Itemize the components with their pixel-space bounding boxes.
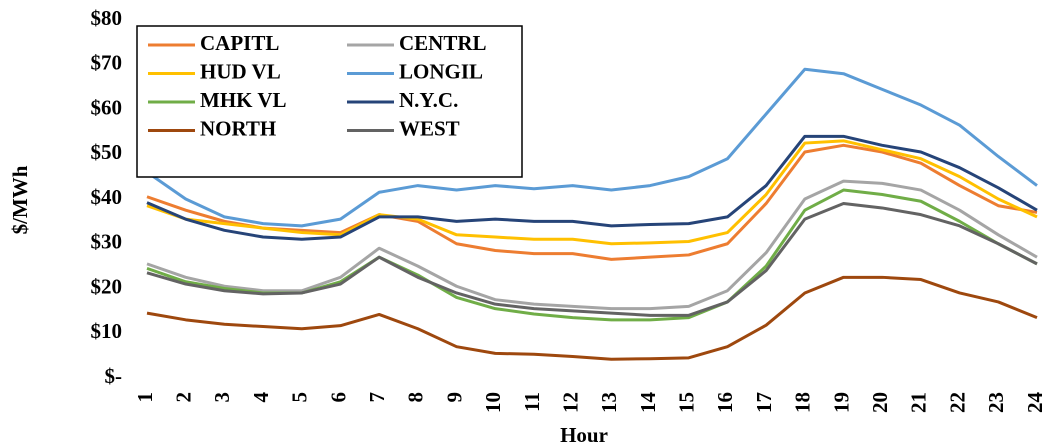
y-tick-label: $10: [91, 319, 123, 343]
y-tick-label: $30: [91, 230, 123, 254]
legend-label: WEST: [399, 116, 460, 140]
x-tick-label: 15: [675, 392, 699, 413]
x-tick-label: 20: [868, 392, 892, 413]
x-tick-label: 17: [752, 392, 776, 413]
legend-label: MHK VL: [200, 88, 287, 112]
y-axis-title: $/MWh: [8, 165, 32, 234]
y-tick-label: $-: [105, 364, 123, 388]
y-tick-label: $60: [91, 95, 123, 119]
x-tick-label: 10: [481, 392, 505, 413]
x-tick-label: 14: [636, 392, 660, 414]
legend-label: LONGIL: [399, 59, 483, 83]
x-tick-label: 24: [1023, 392, 1045, 414]
x-tick-label: 11: [520, 392, 544, 412]
x-tick-label: 3: [210, 392, 234, 403]
x-tick-label: 8: [404, 392, 428, 403]
series-line: [146, 139, 1038, 246]
y-tick-label: $40: [91, 185, 123, 209]
legend-label: HUD VL: [200, 59, 281, 83]
legend-label: CAPITL: [200, 31, 279, 55]
y-tick-label: $50: [91, 140, 123, 164]
y-tick-label: $80: [91, 6, 123, 30]
x-tick-label: 12: [558, 392, 582, 413]
x-tick-label: 5: [288, 392, 312, 403]
series-line: [146, 188, 1038, 322]
x-tick-label: 9: [442, 392, 466, 403]
x-tick-label: 13: [597, 392, 621, 413]
x-tick-label: 7: [365, 392, 389, 403]
series-line: [146, 67, 1038, 228]
y-tick-label: $20: [91, 274, 123, 298]
series-line: [146, 275, 1038, 361]
x-tick-label: 4: [249, 392, 273, 403]
legend-label: NORTH: [200, 116, 276, 140]
legend: CAPITL CENTRL HUD VL LONGIL MHK VL N.Y.C. NORT…: [136, 25, 523, 178]
x-tick-label: 19: [829, 392, 853, 413]
x-tick-label: 1: [133, 392, 157, 403]
x-tick-label: 23: [984, 392, 1008, 413]
x-tick-label: 2: [172, 392, 196, 403]
x-tick-label: 6: [326, 392, 350, 403]
legend-box: [136, 25, 523, 178]
series-line: [146, 179, 1038, 311]
series-line: [146, 134, 1038, 241]
series-line: [146, 201, 1038, 317]
x-tick-label: 16: [713, 392, 737, 413]
x-tick-label: 21: [907, 392, 931, 413]
series-line: [146, 143, 1038, 261]
x-axis-title: Hour: [560, 423, 608, 447]
legend-label: N.Y.C.: [399, 88, 458, 112]
y-tick-label: $70: [91, 51, 123, 75]
x-tick-label: 18: [791, 392, 815, 413]
legend-label: CENTRL: [399, 31, 487, 55]
x-tick-label: 22: [945, 392, 969, 413]
